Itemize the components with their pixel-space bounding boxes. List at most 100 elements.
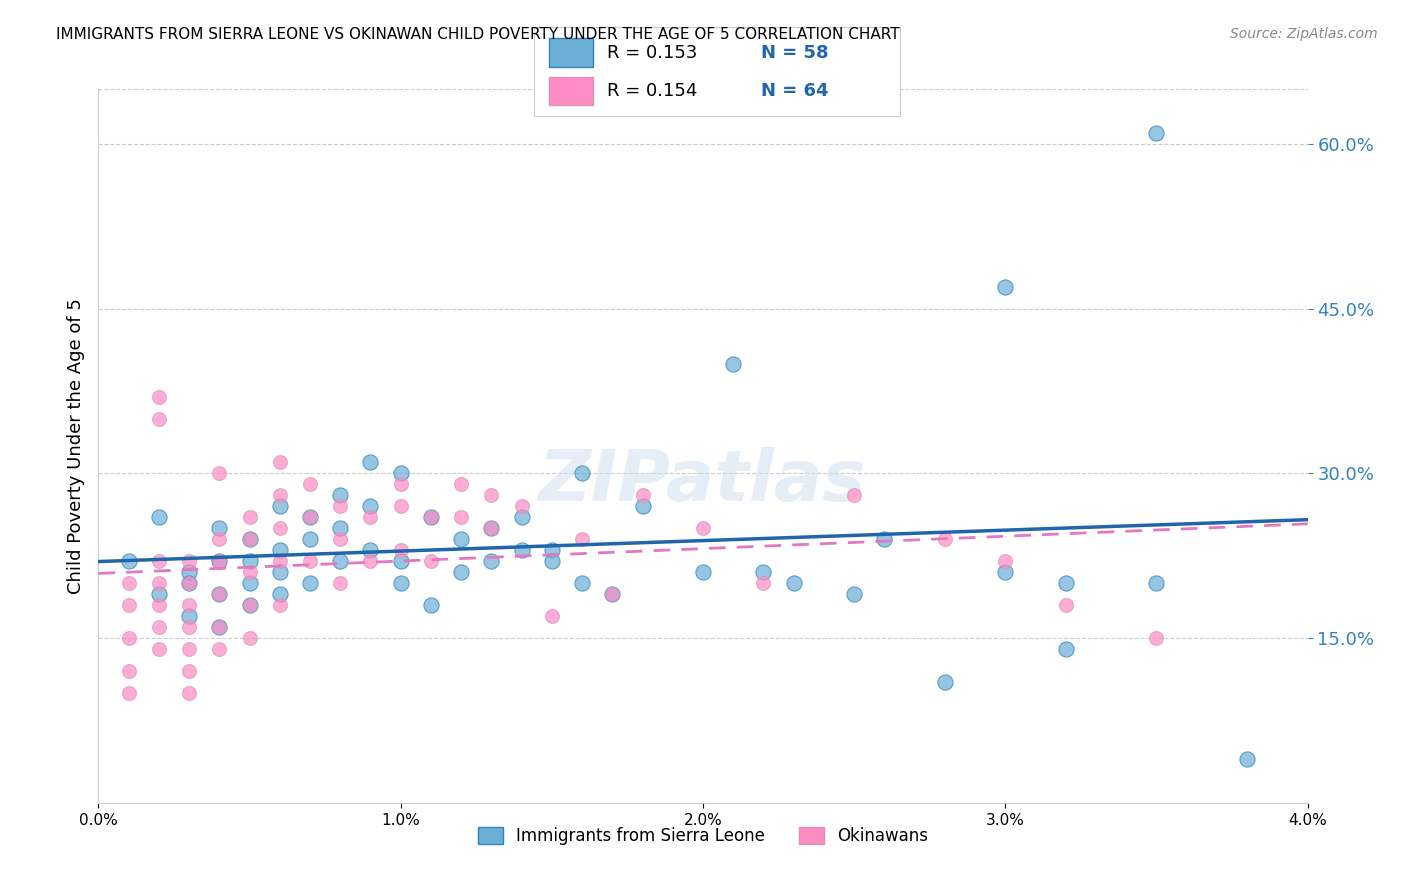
Point (481, 521, 503, 535)
Point (450, 510, 472, 524)
Point (269, 554, 291, 568)
Point (360, 455, 382, 469)
Point (934, 675, 956, 690)
Point (179, 566, 201, 580)
Point (179, 598, 201, 612)
Point (118, 576, 141, 591)
Point (118, 664, 141, 678)
Point (389, 576, 412, 591)
Bar (548, 77, 593, 105)
Point (389, 467, 412, 481)
Point (1236, 752, 1258, 766)
Point (602, 587, 624, 601)
Point (510, 510, 533, 524)
Point (299, 533, 322, 547)
Point (481, 488, 503, 502)
Point (299, 554, 322, 568)
Point (994, 566, 1017, 580)
Point (571, 576, 593, 591)
Point (269, 488, 291, 502)
Point (360, 510, 382, 524)
Legend: Immigrants from Sierra Leone, Okinawans: Immigrants from Sierra Leone, Okinawans (471, 820, 935, 852)
Point (420, 598, 443, 612)
Point (844, 488, 866, 502)
Point (239, 598, 262, 612)
Point (208, 554, 231, 568)
Point (540, 543, 562, 558)
Point (118, 686, 141, 700)
Point (540, 609, 562, 624)
Point (329, 533, 352, 547)
Point (510, 500, 533, 514)
Point (148, 390, 170, 404)
Point (148, 554, 170, 568)
Point (148, 576, 170, 591)
Point (208, 467, 231, 481)
Point (450, 477, 472, 491)
Point (239, 510, 262, 524)
Point (510, 543, 533, 558)
Point (179, 664, 201, 678)
Point (389, 543, 412, 558)
Point (208, 587, 231, 601)
Point (179, 576, 201, 591)
Point (269, 587, 291, 601)
Point (118, 631, 141, 645)
Text: Source: ZipAtlas.com: Source: ZipAtlas.com (1230, 27, 1378, 41)
Point (571, 533, 593, 547)
Text: R = 0.153: R = 0.153 (607, 44, 697, 62)
Point (239, 533, 262, 547)
Point (239, 566, 262, 580)
Point (148, 598, 170, 612)
Point (692, 566, 714, 580)
Point (239, 554, 262, 568)
Point (239, 631, 262, 645)
Point (208, 533, 231, 547)
Point (1146, 576, 1168, 591)
Text: N = 64: N = 64 (761, 82, 828, 100)
Point (179, 554, 201, 568)
Point (208, 642, 231, 657)
Point (329, 576, 352, 591)
Point (420, 510, 443, 524)
Point (208, 620, 231, 634)
Point (389, 500, 412, 514)
Point (269, 566, 291, 580)
Point (269, 598, 291, 612)
Point (631, 500, 654, 514)
Point (752, 566, 775, 580)
Point (481, 554, 503, 568)
Text: R = 0.154: R = 0.154 (607, 82, 697, 100)
Point (269, 543, 291, 558)
Point (269, 500, 291, 514)
Point (269, 521, 291, 535)
Y-axis label: Child Poverty Under the Age of 5: Child Poverty Under the Age of 5 (66, 298, 84, 594)
Text: N = 58: N = 58 (761, 44, 828, 62)
Bar (548, 38, 593, 67)
Point (844, 587, 866, 601)
Point (329, 500, 352, 514)
Point (208, 521, 231, 535)
Point (208, 587, 231, 601)
Point (692, 521, 714, 535)
Point (571, 467, 593, 481)
Point (1146, 631, 1168, 645)
Point (481, 521, 503, 535)
Point (420, 554, 443, 568)
Point (239, 533, 262, 547)
Point (389, 554, 412, 568)
Point (299, 576, 322, 591)
Point (450, 566, 472, 580)
Point (360, 554, 382, 568)
Point (179, 620, 201, 634)
Point (329, 554, 352, 568)
Point (118, 598, 141, 612)
Point (118, 554, 141, 568)
Point (1054, 576, 1077, 591)
Point (360, 500, 382, 514)
Point (631, 488, 654, 502)
Point (148, 620, 170, 634)
Point (329, 521, 352, 535)
Point (208, 554, 231, 568)
Point (148, 510, 170, 524)
